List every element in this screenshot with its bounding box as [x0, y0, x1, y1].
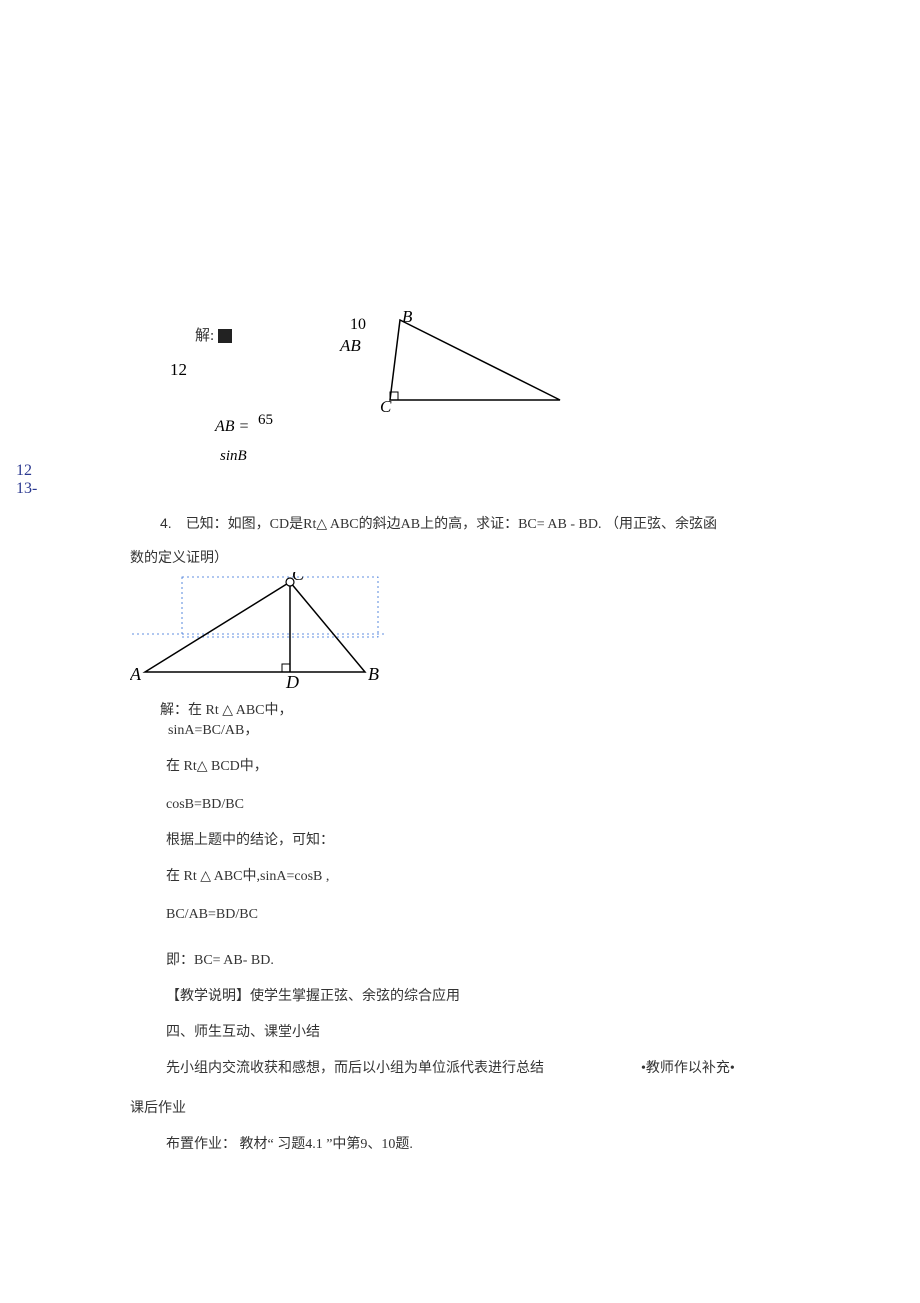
label-D: D	[285, 672, 299, 692]
label-C: C	[292, 572, 305, 584]
triangle-bc-figure: B C	[380, 310, 580, 425]
right-angle-d	[282, 664, 290, 672]
q4-num: 4.	[160, 515, 172, 531]
sinb-label: sinB	[220, 448, 247, 465]
sol-l2: sinA=BC/AB，	[168, 716, 258, 747]
margin-12: 12	[16, 462, 32, 480]
hw-body: 布置作业： 教材“ 习题4.1 ”中第9、10题.	[166, 1130, 413, 1161]
q4-text-a: 已知：如图，CD是Rt△ ABC的斜边AB上的高，求证：BC= AB - BD.	[186, 517, 602, 532]
vertex-C: C	[380, 397, 392, 416]
label-A: A	[130, 664, 142, 684]
sol-l5: 根据上题中的结论，可知：	[166, 826, 334, 857]
ten-label: 10	[350, 316, 366, 334]
black-box-icon	[218, 329, 232, 343]
q4-text-b: （用正弦、余弦函	[605, 517, 717, 532]
page: 12 13- 解: 10 AB 12 AB = 65 sinB B C 4. 已…	[0, 0, 920, 1303]
vertex-B: B	[402, 310, 413, 326]
triangle-acd-figure: A B C D	[130, 562, 390, 707]
twelve-label: 12	[170, 360, 187, 380]
ab-label-top: AB	[340, 336, 361, 356]
summary-line: 先小组内交流收获和感想，而后以小组为单位派代表进行总结 •教师作以补充•	[166, 1054, 866, 1085]
jie-text: 解	[195, 328, 210, 344]
summary-b: •教师作以补充•	[641, 1061, 735, 1076]
label-B: B	[368, 664, 379, 684]
sec4-title: 四、师生互动、课堂小结	[166, 1018, 320, 1049]
triangle-abc	[145, 582, 365, 672]
dashed-frame	[182, 577, 378, 637]
sol-note: 【教学说明】使学生掌握正弦、余弦的综合应用	[166, 982, 460, 1013]
sol-l6: 在 Rt △ ABC中,sinA=cosB ,	[166, 862, 329, 893]
ab-eq-label: AB =	[215, 418, 249, 436]
q4-line1: 4. 已知：如图，CD是Rt△ ABC的斜边AB上的高，求证：BC= AB - …	[160, 508, 880, 541]
margin-13: 13-	[16, 480, 37, 498]
sol-l8: 即：BC= AB- BD.	[166, 946, 274, 977]
sol-l7: BC/AB=BD/BC	[166, 900, 258, 931]
sol-l4: cosB=BD/BC	[166, 790, 244, 821]
sixtyfive-label: 65	[258, 412, 273, 429]
sol-l3: 在 Rt△ BCD中，	[166, 752, 268, 783]
jie-colon: :	[210, 328, 214, 344]
summary-a: 先小组内交流收获和感想，而后以小组为单位派代表进行总结	[166, 1061, 544, 1076]
triangle-bc	[390, 320, 560, 400]
hw-title: 课后作业	[130, 1094, 186, 1125]
solve-label: 解:	[195, 320, 232, 353]
